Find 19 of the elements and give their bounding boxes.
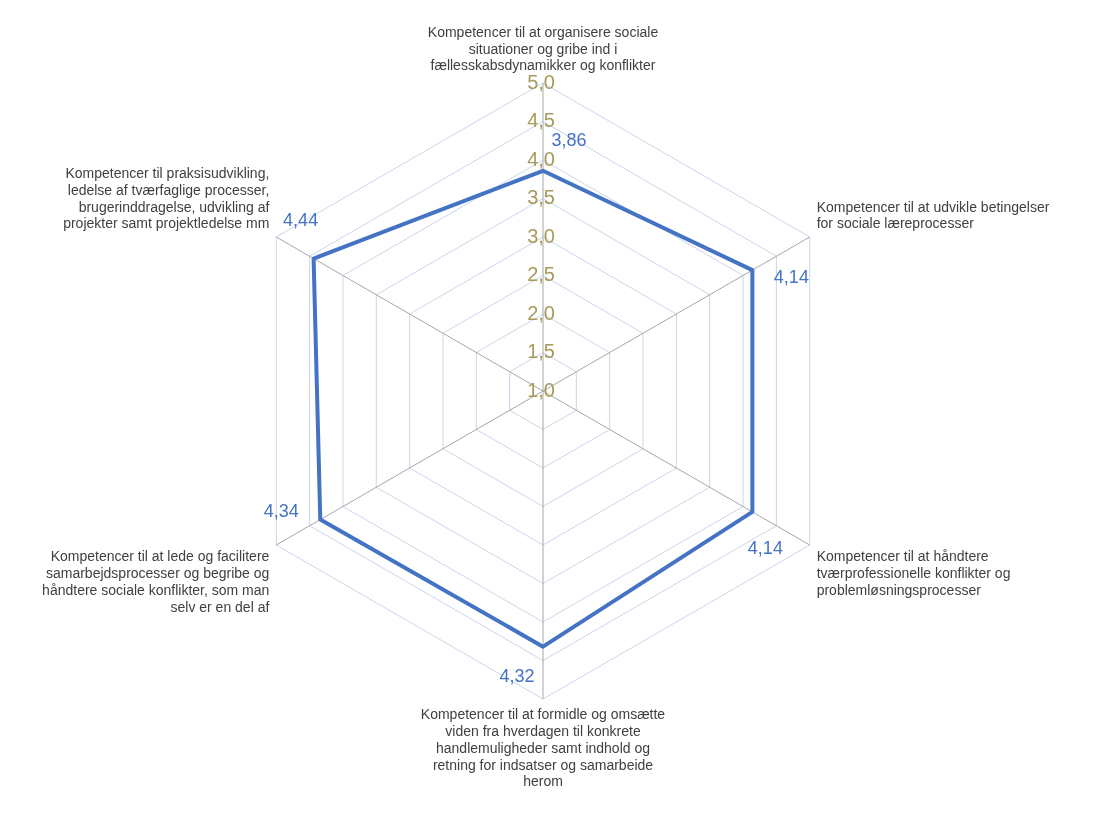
data-label: 4,34 — [263, 501, 299, 522]
data-label: 4,14 — [773, 266, 809, 287]
spoke-label: Kompetencer til at formidle og omsætte viden fra hverdagen til konkrete handlemuligheder samt indhold og retning for indsatser og samarbeide herom — [420, 706, 666, 790]
y-tick-label: 4,5 — [527, 109, 555, 132]
y-tick-label: 3,0 — [527, 224, 555, 247]
spoke-label: Kompetencer til at udvikle betingelser for sociale læreprocesser — [816, 198, 1050, 232]
y-tick-label: 1,5 — [527, 340, 555, 363]
y-tick-label: 2,0 — [527, 301, 555, 324]
y-tick-label: 1,0 — [527, 378, 555, 401]
y-tick-label: 2,5 — [527, 263, 555, 286]
data-label: 4,32 — [499, 665, 535, 686]
y-tick-label: 3,5 — [527, 186, 555, 209]
spoke-label: Kompetencer til praksisudvikling, ledelse af tværfaglige processer, brugerinddragelse, udvikling af projekter samt projektledelse mm — [63, 165, 270, 232]
spoke-label: Kompetencer til at lede og facilitere samarbejdsprocesser og begribe og håndtere sociale konflikter, som man selv er en del af — [42, 548, 270, 615]
data-label: 4,44 — [283, 210, 319, 231]
data-label: 3,86 — [551, 129, 587, 150]
y-tick-label: 4,0 — [527, 147, 555, 170]
spoke-label: Kompetencer til at håndtere tværprofessionelle konflikter og problemløsningsprocesser — [816, 548, 1011, 598]
data-label: 4,14 — [747, 538, 783, 559]
